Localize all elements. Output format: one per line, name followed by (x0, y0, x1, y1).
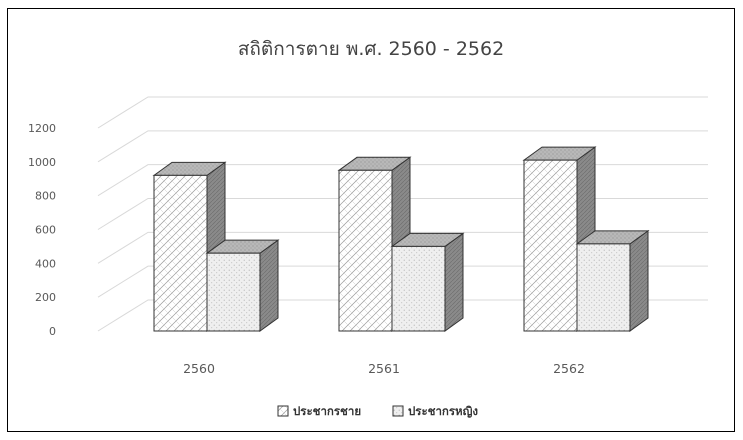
y-tick-label: 1000 (28, 156, 56, 169)
gridline-600 (97, 198, 708, 230)
gridline-1200 (97, 96, 708, 129)
bar-female-2560 (205, 239, 280, 332)
y-tick-label: 1200 (28, 122, 56, 135)
gridline-800 (97, 164, 708, 197)
legend-item-female: ประชากรหญิง (392, 404, 478, 418)
y-tick-label: 400 (35, 257, 56, 270)
chart-title: สถิติการตาย พ.ศ. 2560 - 2562 (238, 38, 504, 60)
legend-swatch-female (392, 405, 404, 417)
legend-label-male: ประชากรชาย (293, 404, 361, 418)
x-axis-categories: 2560 2561 2562 (183, 361, 585, 376)
y-tick-label: 800 (35, 190, 56, 203)
chart-svg: สถิติการตาย พ.ศ. 2560 - 2562 0 200 400 600 8… (28, 38, 708, 418)
y-axis-ticks: 0 200 400 600 800 1000 1200 (28, 122, 56, 338)
bar-side-face (259, 239, 279, 332)
y-tick-label: 600 (35, 224, 56, 237)
gridlines (97, 96, 708, 332)
y-tick-label: 0 (49, 325, 56, 338)
bar-front-face (523, 159, 578, 332)
bar-side-face (629, 229, 649, 332)
x-category-label: 2562 (553, 361, 585, 376)
y-tick-label: 200 (35, 291, 56, 304)
x-category-label: 2561 (368, 361, 400, 376)
bar-front-face (153, 174, 208, 332)
bar-male-2562 (522, 146, 597, 332)
x-category-label: 2560 (183, 361, 215, 376)
legend-item-male: ประชากรชาย (277, 404, 361, 418)
bar-female-2562 (575, 229, 650, 332)
legend: ประชากรชาย ประชากรหญิง (277, 404, 478, 418)
gridline-200 (97, 265, 708, 298)
gridline-0 (97, 299, 708, 332)
gridline-400 (97, 231, 708, 264)
gridline-1000 (97, 130, 708, 163)
bar-male-2561 (337, 156, 412, 332)
bar-front-face (576, 243, 631, 332)
bars (152, 146, 650, 332)
bar-front-face (391, 245, 446, 332)
legend-label-female: ประชากรหญิง (408, 404, 478, 418)
bar-side-face (444, 232, 464, 332)
legend-swatch-male (277, 405, 289, 417)
bar-front-face (338, 169, 393, 332)
chart-frame: สถิติการตาย พ.ศ. 2560 - 2562 0 200 400 600 8… (7, 8, 735, 432)
bar-front-face (206, 252, 261, 332)
bar-female-2561 (390, 232, 465, 332)
